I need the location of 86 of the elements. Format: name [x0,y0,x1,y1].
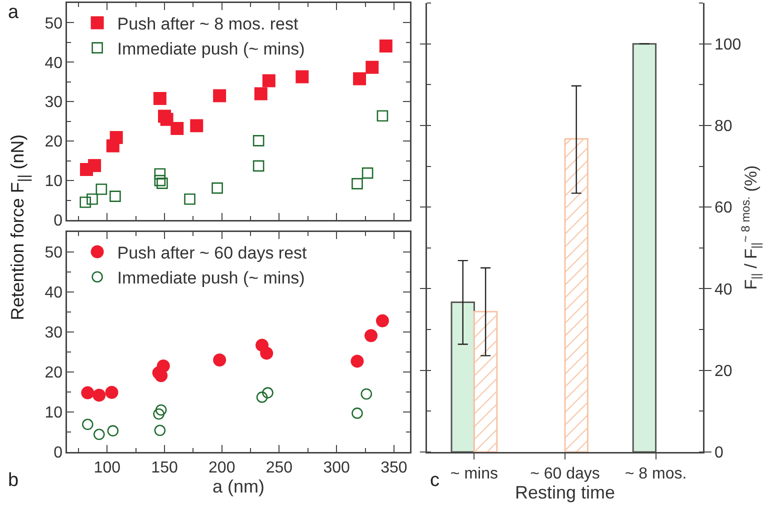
bar [632,43,657,452]
legend-label: Immediate push (~ mins) [117,39,305,58]
point [160,112,174,126]
y-tick-label: 20 [714,362,732,380]
y-tick-label: 40 [714,281,732,298]
y-tick-label: 40 [44,54,63,72]
point [262,387,274,398]
point [190,119,204,132]
y-tick-label: 50 [44,15,63,32]
y-tick-label: 0 [54,444,63,462]
x-tick-label: 350 [380,460,408,476]
y-tick-label: 40 [44,284,63,302]
point [252,160,264,172]
point [154,424,166,436]
point [376,314,389,328]
x-tick-label: ~ 8 mos. [624,466,687,482]
point [254,87,268,100]
x-tick-label: 150 [151,460,178,476]
y-tick-label: 10 [44,173,63,190]
text: b [8,470,19,492]
x-tick-label: 300 [323,460,350,476]
point [350,354,364,368]
point [153,92,166,105]
y-tick-label: 30 [44,94,63,112]
point [153,408,164,420]
point [110,190,121,202]
point [96,184,108,195]
bar [564,138,588,452]
point [376,110,388,122]
x-tick-label: 250 [266,460,293,476]
point [353,72,366,86]
point [352,408,363,419]
bar [450,301,475,452]
point [213,354,226,366]
point [296,70,309,84]
point [260,346,274,360]
point [170,122,184,135]
y-tick-label: 50 [44,244,63,262]
point [82,418,94,430]
y-tick-label: 0 [714,444,724,462]
point [360,388,372,400]
y-tick-label: 30 [44,324,63,342]
y-tick-label: 0 [54,212,63,230]
point [156,178,168,189]
point [362,167,374,179]
x-axis-title: Resting time [514,482,616,502]
x-tick-label: 100 [94,460,121,476]
x-tick-label: ~ mins [450,466,498,482]
y-tick-label: 80 [714,118,732,136]
point [80,196,91,208]
bar [473,310,498,452]
y-tick-label: 20 [44,364,63,382]
point [252,135,264,146]
y-tick-label: 10 [44,404,63,422]
point [212,182,223,194]
y-tick-label: 20 [44,134,63,151]
point [256,392,268,403]
point [156,360,170,372]
y-tick-label: 100 [714,36,742,54]
point [262,74,276,88]
point [110,131,123,144]
legend-label: Push after ~ 8 mos. rest [117,14,299,34]
point [364,329,378,342]
x-axis-title: a (nm) [212,476,265,496]
point [81,386,94,400]
x-tick-label: ~ 60 days [530,466,600,482]
point [107,425,119,436]
y-tick-label: 60 [714,200,732,217]
point [184,193,196,205]
point [379,40,392,53]
legend-label: Push after ~ 60 days rest [117,243,308,262]
point [155,404,167,416]
point [352,178,363,190]
point [154,174,166,186]
text: a [8,2,19,24]
point [366,60,379,74]
point [154,168,166,180]
point [105,386,118,399]
point [213,89,226,102]
point [93,428,105,440]
point [92,388,106,402]
point [86,193,98,205]
legend-label: Immediate push (~ mins) [117,268,305,288]
point [88,159,102,172]
x-tick-label: 200 [208,460,236,476]
text: c [430,470,440,492]
